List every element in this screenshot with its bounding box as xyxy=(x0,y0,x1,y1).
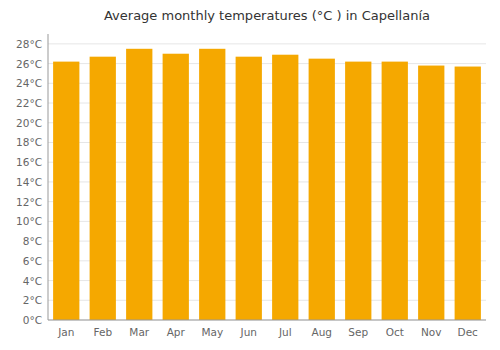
bar xyxy=(236,57,262,320)
x-tick-label: Mar xyxy=(129,326,149,338)
x-axis-line xyxy=(48,320,486,321)
x-tick-label: Sep xyxy=(348,326,368,338)
chart-title: Average monthly temperatures (°C ) in Ca… xyxy=(104,8,430,23)
y-tick-label: 12°C xyxy=(16,196,42,208)
y-tick-label: 22°C xyxy=(16,97,42,109)
x-tick-label: Dec xyxy=(458,326,479,338)
y-tick-label: 10°C xyxy=(16,215,42,227)
y-tick-label: 8°C xyxy=(23,235,42,247)
bar xyxy=(382,62,408,320)
bar xyxy=(163,54,189,320)
bar xyxy=(309,59,335,320)
y-tick-label: 28°C xyxy=(16,38,42,50)
grid-line xyxy=(48,320,486,321)
y-tick-label: 16°C xyxy=(16,156,42,168)
y-tick-label: 0°C xyxy=(23,314,42,326)
y-tick-label: 14°C xyxy=(16,176,42,188)
x-tick-label: Jun xyxy=(240,326,257,338)
grid-line xyxy=(48,43,486,44)
x-tick-label: Nov xyxy=(421,326,442,338)
bar xyxy=(272,55,298,320)
x-tick-label: Jan xyxy=(57,326,74,338)
x-tick-label: Feb xyxy=(93,326,112,338)
bar xyxy=(345,62,371,320)
chart-container: Average monthly temperatures (°C ) in Ca… xyxy=(0,0,500,350)
bar xyxy=(199,49,225,320)
bars xyxy=(53,49,481,320)
y-tick-label: 4°C xyxy=(23,275,42,287)
bar xyxy=(53,62,79,320)
y-tick-label: 2°C xyxy=(23,294,42,306)
y-tick-label: 6°C xyxy=(23,255,42,267)
y-tick-label: 20°C xyxy=(16,117,42,129)
y-tick-label: 26°C xyxy=(16,58,42,70)
x-tick-label: Oct xyxy=(386,326,404,338)
bar xyxy=(455,67,481,320)
bar xyxy=(90,57,116,320)
y-tick-label: 18°C xyxy=(16,136,42,148)
y-grid xyxy=(48,44,486,320)
y-axis-line xyxy=(48,34,49,320)
y-tick-label: 24°C xyxy=(16,77,42,89)
bar xyxy=(418,66,444,320)
x-tick-label: Apr xyxy=(167,326,186,338)
bar xyxy=(126,49,152,320)
x-tick-label: Jul xyxy=(278,326,292,338)
x-tick-label: Aug xyxy=(311,326,332,338)
x-tick-label: May xyxy=(201,326,223,338)
chart-svg: Average monthly temperatures (°C ) in Ca… xyxy=(0,0,500,350)
